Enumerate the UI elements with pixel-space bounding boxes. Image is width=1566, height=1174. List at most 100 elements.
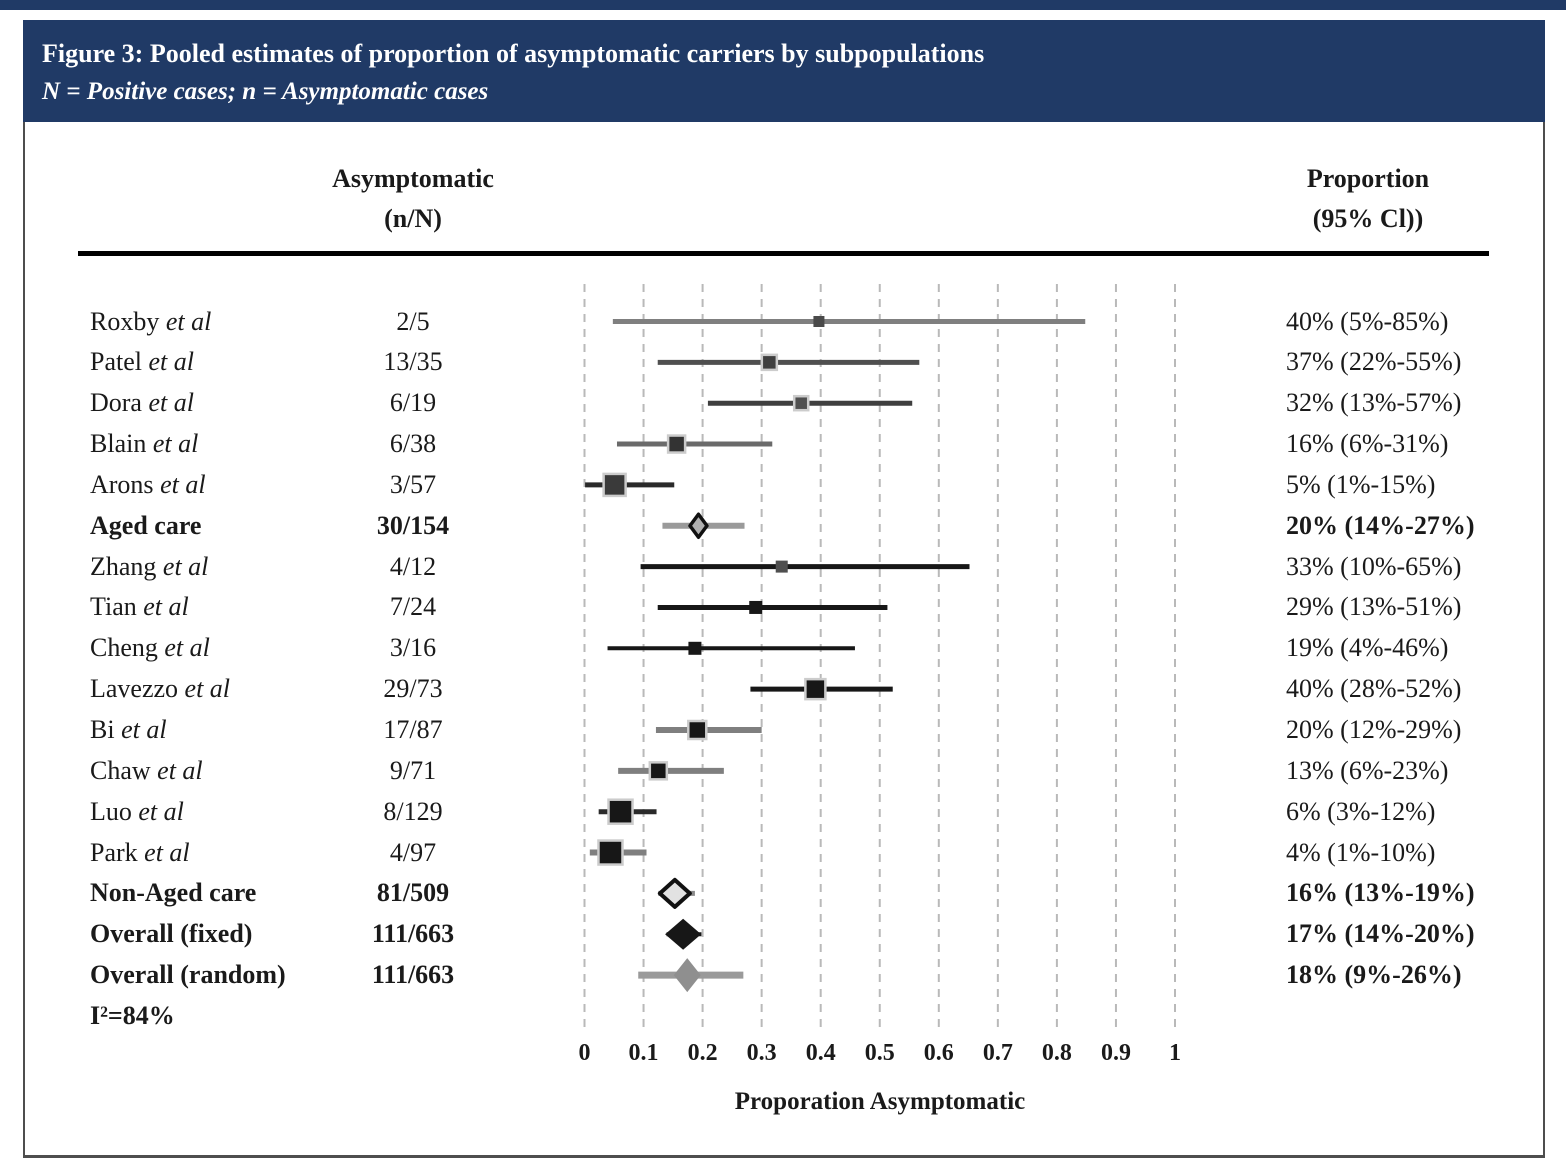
header-divider-rule	[78, 251, 1489, 256]
study-label: Luo et al	[90, 795, 184, 829]
column-header-proportion: Proportion	[1306, 164, 1430, 193]
study-name: Lavezzo	[90, 674, 179, 704]
study-proportion-ci: 37% (22%-55%)	[1286, 347, 1462, 377]
et-al-suffix: et al	[157, 633, 210, 663]
study-nN: 6/38	[389, 429, 437, 459]
pooled-diamond-marker	[665, 918, 702, 950]
study-label: Overall (random)	[90, 958, 286, 992]
study-label: Non-Aged care	[90, 876, 256, 910]
et-al-suffix: et al	[141, 388, 194, 418]
study-name: Tian	[90, 592, 137, 622]
column-header-nN: (n/N)	[384, 204, 442, 233]
study-label: Zhang et al	[90, 550, 208, 584]
x-tick-label: 0.5	[864, 1040, 895, 1066]
x-tick-label: 0.9	[1100, 1040, 1131, 1066]
et-al-suffix: et al	[142, 347, 195, 377]
x-tick-label: 0.4	[805, 1040, 836, 1066]
study-name: Luo	[90, 796, 132, 826]
study-name: Patel	[90, 347, 142, 377]
study-proportion-ci: 20% (14%-27%)	[1286, 510, 1475, 540]
et-al-suffix: et al	[114, 715, 167, 744]
study-name: Roxby	[90, 306, 160, 336]
point-marker	[607, 798, 634, 825]
study-nN: 7/24	[389, 592, 437, 622]
point-marker	[792, 394, 810, 412]
study-label: Chaw et al	[90, 754, 203, 788]
point-marker	[749, 600, 763, 614]
study-name: Arons	[90, 469, 154, 499]
study-proportion-ci: 33% (10%-65%)	[1286, 551, 1462, 581]
study-proportion-ci: 17% (14%-20%)	[1286, 919, 1475, 949]
et-al-suffix: et al	[137, 837, 190, 867]
x-tick-label: 1	[1169, 1040, 1181, 1066]
study-proportion-ci: 16% (13%-19%)	[1286, 878, 1475, 908]
study-nN: 6/19	[389, 388, 437, 418]
study-label: Bi et al	[90, 713, 167, 747]
study-name: Aged care	[90, 510, 202, 540]
study-nN: 3/57	[389, 469, 437, 499]
study-label: Blain et al	[90, 427, 198, 461]
point-marker	[760, 353, 779, 372]
x-tick-label: 0	[578, 1040, 591, 1066]
study-nN: 111/663	[371, 919, 455, 949]
et-al-suffix: et al	[136, 592, 189, 622]
study-nN: 9/71	[389, 755, 437, 785]
et-al-suffix: et al	[153, 469, 206, 499]
study-nN: 111/663	[371, 960, 455, 990]
study-label: Lavezzo et al	[90, 672, 230, 706]
study-label: Park et al	[90, 836, 190, 870]
study-proportion-ci: 40% (28%-52%)	[1286, 674, 1462, 704]
figure-border-box	[23, 20, 1545, 1158]
study-nN: 3/16	[389, 633, 437, 663]
point-marker	[688, 641, 702, 655]
study-proportion-ci: 20% (12%-29%)	[1286, 715, 1462, 744]
study-label: Overall (fixed)	[90, 917, 252, 951]
study-name: Cheng	[90, 633, 158, 663]
point-marker	[648, 761, 669, 781]
study-label: Arons et al	[90, 468, 206, 502]
study-proportion-ci: 6% (3%-12%)	[1286, 796, 1436, 826]
x-tick-label: 0.2	[687, 1040, 718, 1066]
figure-subtitle: N = Positive cases; n = Asymptomatic cas…	[42, 78, 489, 105]
study-proportion-ci: 19% (4%-46%)	[1286, 633, 1449, 663]
study-label: Roxby et al	[90, 305, 211, 339]
study-proportion-ci: 40% (5%-85%)	[1286, 306, 1449, 336]
point-marker	[602, 472, 627, 498]
study-nN: 81/509	[376, 878, 450, 908]
x-tick-label: 0.7	[982, 1040, 1013, 1066]
figure-title: Figure 3: Pooled estimates of proportion…	[42, 39, 985, 68]
study-name: Park	[90, 837, 138, 867]
x-tick-label: 0.3	[746, 1040, 777, 1066]
x-tick-label: 0.6	[923, 1040, 954, 1066]
point-marker	[687, 719, 708, 741]
study-proportion-ci: 4% (1%-10%)	[1286, 837, 1436, 867]
et-al-suffix: et al	[131, 796, 184, 826]
study-proportion-ci: 16% (6%-31%)	[1286, 429, 1449, 459]
study-name: Zhang	[90, 551, 157, 581]
x-axis-title: Proporation Asymptomatic	[734, 1088, 1026, 1115]
figure-header-bar	[23, 20, 1545, 122]
point-marker	[597, 839, 624, 866]
study-name: Overall (fixed)	[90, 919, 253, 949]
study-proportion-ci: 29% (13%-51%)	[1286, 592, 1462, 622]
study-label: Tian et al	[90, 590, 189, 624]
study-label: Cheng et al	[90, 631, 210, 665]
study-proportion-ci: 18% (9%-26%)	[1286, 960, 1462, 990]
et-al-suffix: et al	[150, 755, 203, 785]
point-marker	[775, 560, 788, 573]
column-header-asymptomatic: Asymptomatic	[332, 164, 494, 193]
study-nN: 4/12	[389, 551, 437, 581]
study-proportion-ci: 5% (1%-15%)	[1286, 469, 1436, 499]
x-tick-label: 0.8	[1041, 1040, 1072, 1066]
study-nN: 13/35	[383, 347, 443, 377]
et-al-suffix: et al	[146, 429, 199, 459]
study-proportion-ci: 32% (13%-57%)	[1286, 388, 1462, 418]
heterogeneity-stat: I²=84%	[90, 1001, 175, 1030]
study-label: Patel et al	[90, 345, 194, 379]
top-accent-strip	[0, 0, 1566, 10]
x-tick-label: 0.1	[628, 1040, 659, 1066]
pooled-diamond-marker	[657, 877, 692, 909]
study-label: Aged care	[90, 509, 201, 543]
